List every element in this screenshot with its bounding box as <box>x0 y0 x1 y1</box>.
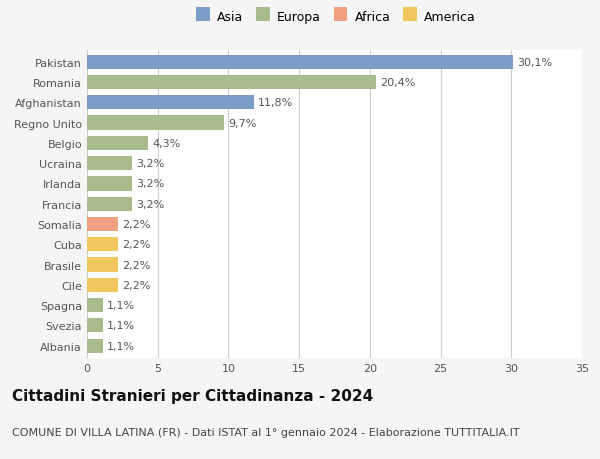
Text: 1,1%: 1,1% <box>107 301 135 310</box>
Legend: Asia, Europa, Africa, America: Asia, Europa, Africa, America <box>193 9 479 27</box>
Bar <box>87 136 148 151</box>
Text: COMUNE DI VILLA LATINA (FR) - Dati ISTAT al 1° gennaio 2024 - Elaborazione TUTTI: COMUNE DI VILLA LATINA (FR) - Dati ISTAT… <box>12 427 520 437</box>
Text: 3,2%: 3,2% <box>137 179 165 189</box>
Text: Cittadini Stranieri per Cittadinanza - 2024: Cittadini Stranieri per Cittadinanza - 2… <box>12 388 373 403</box>
Bar <box>87 96 254 110</box>
Bar <box>87 218 118 232</box>
Text: 3,2%: 3,2% <box>137 199 165 209</box>
Text: 11,8%: 11,8% <box>258 98 293 108</box>
Text: 30,1%: 30,1% <box>517 58 552 67</box>
Bar <box>87 157 132 171</box>
Bar <box>87 76 376 90</box>
Text: 3,2%: 3,2% <box>137 159 165 169</box>
Text: 2,2%: 2,2% <box>122 280 151 290</box>
Bar <box>87 278 118 292</box>
Bar <box>87 298 103 313</box>
Text: 2,2%: 2,2% <box>122 260 151 270</box>
Bar <box>87 339 103 353</box>
Text: 9,7%: 9,7% <box>229 118 257 129</box>
Bar <box>87 238 118 252</box>
Text: 1,1%: 1,1% <box>107 341 135 351</box>
Bar <box>87 197 132 211</box>
Text: 1,1%: 1,1% <box>107 321 135 330</box>
Text: 20,4%: 20,4% <box>380 78 415 88</box>
Bar <box>87 319 103 333</box>
Bar <box>87 116 224 130</box>
Bar <box>87 177 132 191</box>
Text: 2,2%: 2,2% <box>122 219 151 230</box>
Text: 4,3%: 4,3% <box>152 139 181 149</box>
Text: 2,2%: 2,2% <box>122 240 151 250</box>
Bar <box>87 258 118 272</box>
Bar <box>87 56 513 70</box>
